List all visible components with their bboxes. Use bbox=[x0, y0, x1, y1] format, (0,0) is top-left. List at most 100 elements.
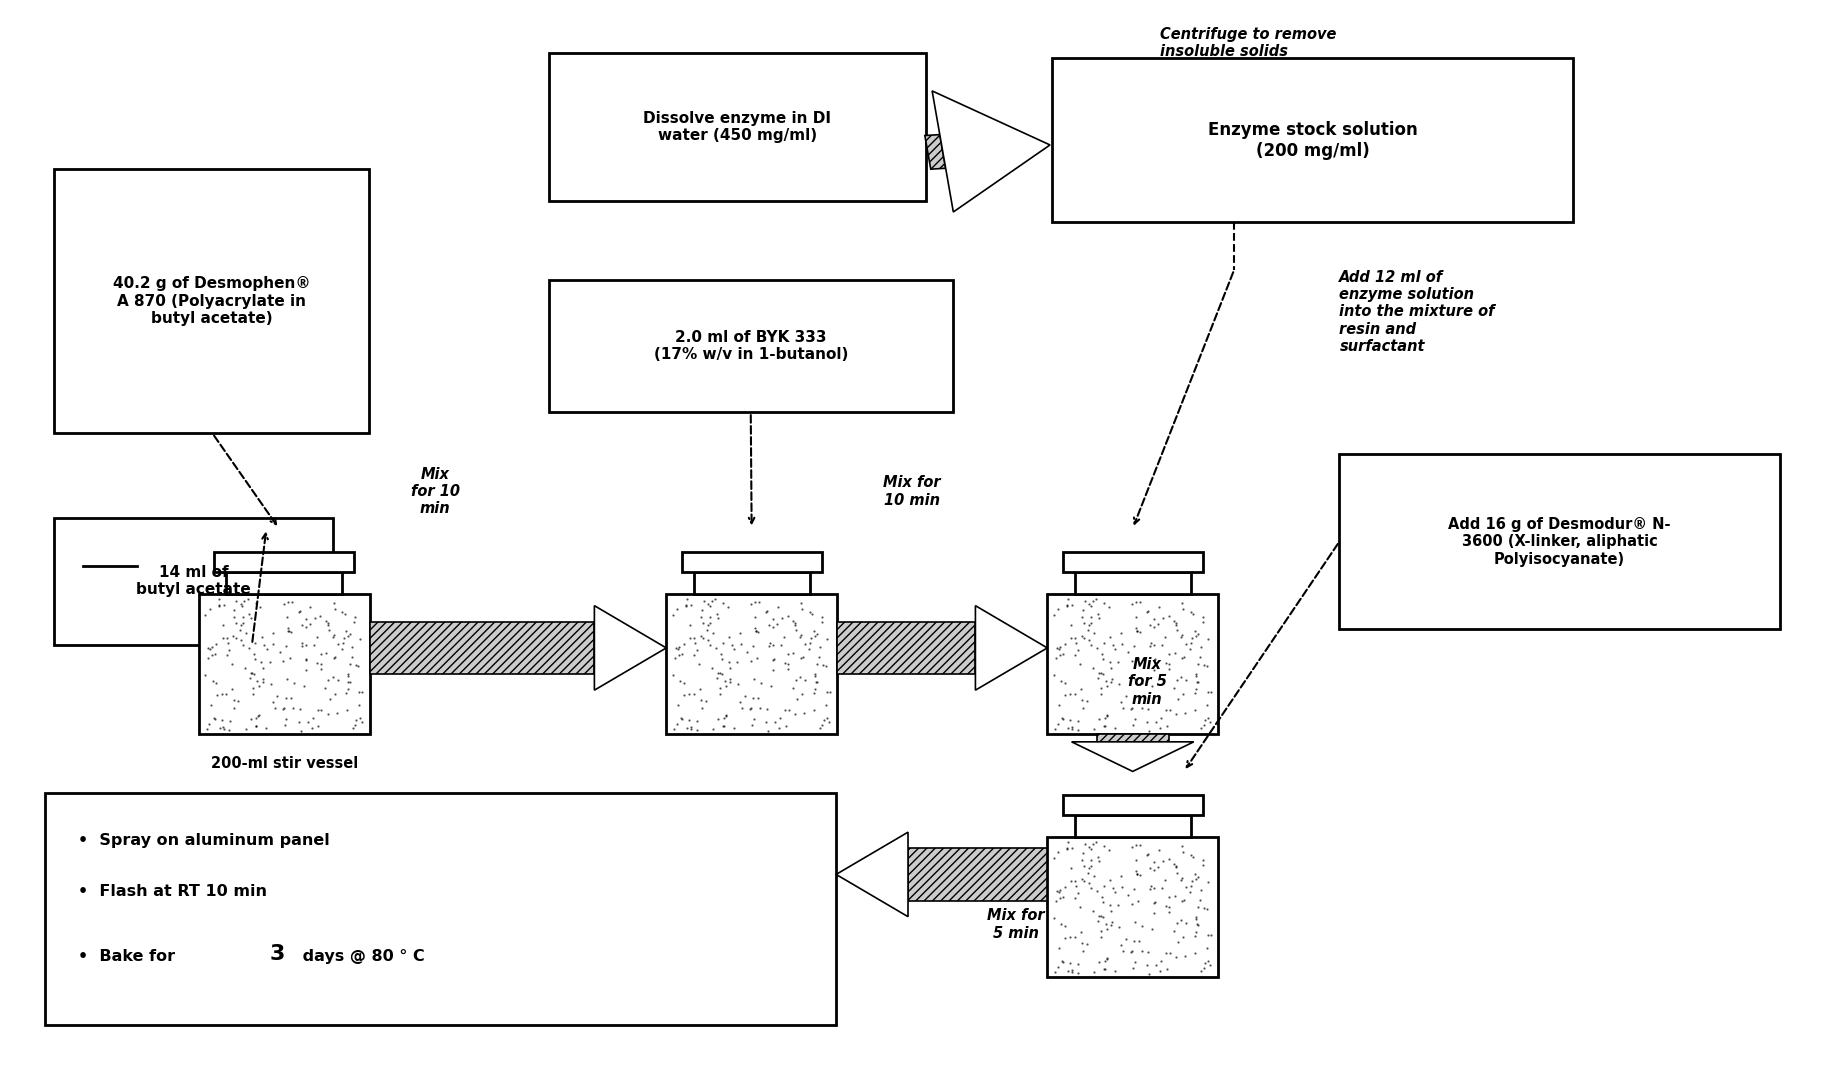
Point bbox=[198, 673, 227, 690]
Point bbox=[1154, 851, 1183, 868]
Point bbox=[270, 717, 299, 734]
Point bbox=[759, 650, 789, 667]
Point bbox=[1106, 867, 1135, 884]
Point bbox=[1056, 964, 1086, 981]
Point bbox=[666, 673, 695, 690]
Point bbox=[240, 650, 270, 667]
Point bbox=[1121, 608, 1150, 625]
Point bbox=[1093, 707, 1122, 724]
Point bbox=[677, 721, 706, 738]
Point bbox=[1089, 709, 1119, 727]
Point bbox=[1141, 956, 1170, 973]
FancyBboxPatch shape bbox=[1053, 58, 1574, 222]
Point bbox=[1089, 838, 1119, 855]
Point bbox=[1144, 842, 1174, 859]
Point bbox=[218, 691, 248, 708]
Point bbox=[664, 638, 693, 655]
Point bbox=[724, 675, 754, 692]
Point bbox=[314, 622, 343, 639]
Point bbox=[1135, 638, 1165, 655]
Point bbox=[807, 717, 836, 734]
Point bbox=[1163, 672, 1192, 689]
Point bbox=[295, 598, 325, 616]
Point bbox=[1122, 620, 1152, 637]
Point bbox=[319, 649, 348, 666]
Text: 40.2 g of Desmophen®
A 870 (Polyacrylate in
butyl acetate): 40.2 g of Desmophen® A 870 (Polyacrylate… bbox=[112, 276, 310, 327]
Point bbox=[1192, 696, 1221, 714]
Point bbox=[1119, 881, 1148, 898]
Point bbox=[1113, 886, 1143, 903]
Point bbox=[1148, 880, 1177, 897]
Point bbox=[1176, 884, 1205, 901]
Point bbox=[297, 719, 326, 736]
Text: 14 ml of
butyl acetate: 14 ml of butyl acetate bbox=[136, 565, 251, 597]
Point bbox=[1104, 675, 1133, 692]
Point bbox=[246, 598, 275, 616]
Point bbox=[763, 598, 792, 616]
Point bbox=[337, 648, 367, 665]
Point bbox=[262, 687, 292, 704]
Point bbox=[743, 650, 772, 667]
FancyBboxPatch shape bbox=[55, 169, 369, 433]
Point bbox=[1075, 632, 1104, 649]
Point bbox=[323, 704, 352, 721]
Point bbox=[292, 619, 321, 636]
Point bbox=[1192, 657, 1221, 674]
Point bbox=[658, 666, 688, 683]
Point bbox=[669, 636, 699, 653]
Point bbox=[1077, 840, 1106, 857]
Point bbox=[686, 691, 715, 708]
Point bbox=[332, 702, 361, 719]
Point bbox=[774, 661, 803, 678]
FancyBboxPatch shape bbox=[1047, 838, 1218, 978]
Point bbox=[220, 700, 249, 717]
Point bbox=[1044, 640, 1073, 658]
Point bbox=[1069, 872, 1099, 889]
Point bbox=[1060, 685, 1089, 702]
Point bbox=[332, 680, 361, 697]
Point bbox=[814, 683, 844, 701]
Point bbox=[273, 593, 303, 610]
Point bbox=[301, 610, 330, 627]
Point bbox=[1045, 647, 1075, 664]
Point bbox=[1187, 963, 1216, 980]
Polygon shape bbox=[976, 606, 1047, 690]
Text: 2.0 ml of BYK 333
(17% w/v in 1-butanol): 2.0 ml of BYK 333 (17% w/v in 1-butanol) bbox=[653, 330, 847, 362]
Point bbox=[1163, 932, 1192, 950]
Point bbox=[1163, 690, 1192, 707]
Point bbox=[699, 720, 728, 737]
Point bbox=[306, 661, 336, 678]
FancyBboxPatch shape bbox=[1339, 455, 1779, 628]
Point bbox=[1045, 889, 1075, 907]
Point bbox=[724, 624, 754, 641]
Point bbox=[1166, 893, 1196, 910]
Point bbox=[1069, 630, 1099, 647]
Point bbox=[1155, 903, 1185, 921]
Point bbox=[1084, 609, 1113, 626]
Point bbox=[781, 616, 811, 633]
Point bbox=[1080, 720, 1110, 737]
Point bbox=[1161, 857, 1190, 874]
Point bbox=[334, 673, 363, 690]
Text: •  Flash at RT 10 min: • Flash at RT 10 min bbox=[77, 884, 266, 899]
Point bbox=[233, 591, 262, 608]
Point bbox=[1168, 928, 1198, 945]
Point bbox=[745, 594, 774, 611]
Point bbox=[712, 677, 741, 694]
Point bbox=[224, 693, 253, 710]
Point bbox=[1044, 958, 1073, 976]
Point bbox=[1084, 912, 1113, 929]
Point bbox=[1089, 634, 1119, 651]
Point bbox=[1139, 880, 1168, 897]
Point bbox=[787, 600, 816, 618]
Point bbox=[746, 675, 776, 692]
Point bbox=[1044, 600, 1073, 618]
Point bbox=[1086, 908, 1115, 925]
Point bbox=[1176, 846, 1205, 863]
Point bbox=[1099, 880, 1128, 897]
Point bbox=[1093, 841, 1122, 858]
Point bbox=[196, 696, 226, 714]
Point bbox=[1194, 631, 1223, 648]
Point bbox=[675, 686, 704, 703]
Point bbox=[805, 648, 834, 665]
